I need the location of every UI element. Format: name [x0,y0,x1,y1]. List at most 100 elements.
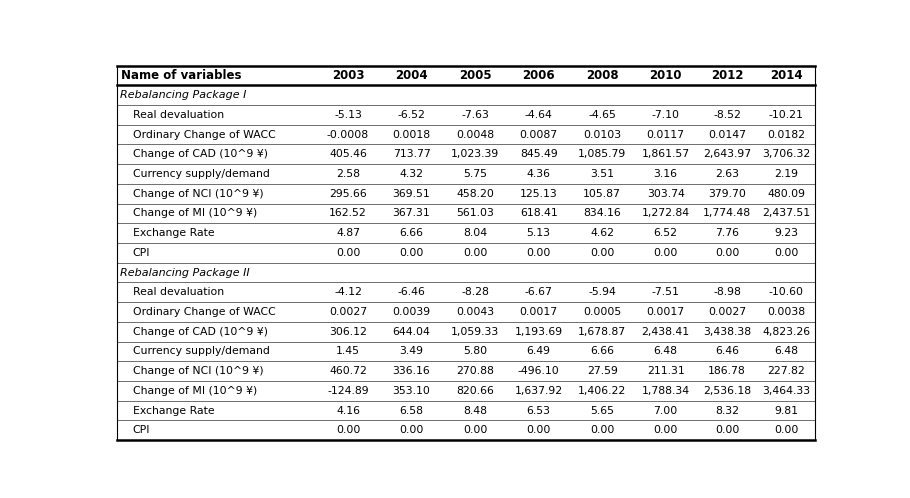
Text: 27.59: 27.59 [587,366,618,376]
Text: -7.63: -7.63 [461,110,489,120]
Text: 6.49: 6.49 [527,347,551,357]
Text: 1,193.69: 1,193.69 [514,327,562,337]
Text: Change of NCI (10^9 ¥): Change of NCI (10^9 ¥) [133,189,263,199]
Text: 0.0147: 0.0147 [708,129,746,139]
Text: 0.0039: 0.0039 [392,307,430,317]
Text: 4.62: 4.62 [591,228,614,238]
Text: 0.0017: 0.0017 [520,307,558,317]
Text: 9.81: 9.81 [774,405,798,415]
Text: 7.00: 7.00 [653,405,678,415]
Text: Change of CAD (10^9 ¥): Change of CAD (10^9 ¥) [133,327,268,337]
Text: 6.53: 6.53 [527,405,551,415]
Text: 8.32: 8.32 [715,405,739,415]
Text: 1,637.92: 1,637.92 [514,386,562,396]
Text: 405.46: 405.46 [329,149,367,159]
Text: 9.23: 9.23 [774,228,798,238]
Text: 2012: 2012 [711,69,743,82]
Text: 1,788.34: 1,788.34 [642,386,690,396]
Text: 0.00: 0.00 [336,425,360,435]
Text: 162.52: 162.52 [329,208,367,219]
Text: 2,643.97: 2,643.97 [703,149,752,159]
Text: Ordinary Change of WACC: Ordinary Change of WACC [133,307,276,317]
Text: 480.09: 480.09 [767,189,805,199]
Text: 0.00: 0.00 [399,425,424,435]
Text: Change of CAD (10^9 ¥): Change of CAD (10^9 ¥) [133,149,268,159]
Text: Change of NCI (10^9 ¥): Change of NCI (10^9 ¥) [133,366,263,376]
Text: -10.21: -10.21 [769,110,804,120]
Text: 6.52: 6.52 [653,228,678,238]
Text: 1,774.48: 1,774.48 [703,208,752,219]
Text: 5.75: 5.75 [463,169,487,179]
Text: 379.70: 379.70 [708,189,746,199]
Text: -6.52: -6.52 [398,110,426,120]
Text: 3,464.33: 3,464.33 [762,386,810,396]
Text: 1,678.87: 1,678.87 [578,327,626,337]
Text: 2003: 2003 [332,69,364,82]
Text: 460.72: 460.72 [329,366,367,376]
Text: 1,272.84: 1,272.84 [642,208,690,219]
Text: 5.65: 5.65 [591,405,614,415]
Text: 0.0017: 0.0017 [647,307,684,317]
Text: 105.87: 105.87 [583,189,622,199]
Text: 6.58: 6.58 [399,405,423,415]
Text: -0.0008: -0.0008 [327,129,369,139]
Text: -7.10: -7.10 [652,110,680,120]
Text: 1,861.57: 1,861.57 [642,149,690,159]
Text: 2.63: 2.63 [715,169,739,179]
Text: 644.04: 644.04 [392,327,430,337]
Text: 2,536.18: 2,536.18 [703,386,752,396]
Text: 6.66: 6.66 [399,228,423,238]
Text: 295.66: 295.66 [329,189,367,199]
Text: Rebalancing Package II: Rebalancing Package II [120,267,249,277]
Text: Name of variables: Name of variables [121,69,241,82]
Text: 4,823.26: 4,823.26 [762,327,810,337]
Text: 0.0103: 0.0103 [583,129,622,139]
Text: 1,406.22: 1,406.22 [578,386,626,396]
Text: 0.00: 0.00 [715,425,739,435]
Text: Change of MI (10^9 ¥): Change of MI (10^9 ¥) [133,386,257,396]
Text: 2004: 2004 [395,69,428,82]
Text: 2008: 2008 [586,69,619,82]
Text: 1,023.39: 1,023.39 [451,149,500,159]
Text: 8.48: 8.48 [463,405,487,415]
Text: 458.20: 458.20 [456,189,494,199]
Text: 2,437.51: 2,437.51 [762,208,810,219]
Text: 0.00: 0.00 [590,248,614,258]
Text: 0.00: 0.00 [715,248,739,258]
Text: 0.0043: 0.0043 [456,307,494,317]
Text: 820.66: 820.66 [456,386,494,396]
Text: -7.51: -7.51 [652,287,680,297]
Text: 0.00: 0.00 [399,248,424,258]
Text: Real devaluation: Real devaluation [133,110,224,120]
Text: -8.52: -8.52 [713,110,741,120]
Text: 211.31: 211.31 [647,366,684,376]
Text: 0.0038: 0.0038 [767,307,805,317]
Text: 2010: 2010 [650,69,682,82]
Text: 5.80: 5.80 [463,347,487,357]
Text: 845.49: 845.49 [520,149,558,159]
Text: 4.36: 4.36 [527,169,551,179]
Text: 227.82: 227.82 [767,366,805,376]
Text: 561.03: 561.03 [456,208,494,219]
Text: 336.16: 336.16 [393,366,430,376]
Text: Real devaluation: Real devaluation [133,287,224,297]
Text: 303.74: 303.74 [647,189,684,199]
Text: 4.32: 4.32 [399,169,423,179]
Text: Change of MI (10^9 ¥): Change of MI (10^9 ¥) [133,208,257,219]
Text: 2,438.41: 2,438.41 [642,327,690,337]
Text: 0.00: 0.00 [590,425,614,435]
Text: 1,059.33: 1,059.33 [451,327,500,337]
Text: -124.89: -124.89 [328,386,369,396]
Text: -496.10: -496.10 [518,366,560,376]
Text: 125.13: 125.13 [520,189,558,199]
Text: 0.0048: 0.0048 [456,129,494,139]
Text: 3,706.32: 3,706.32 [762,149,810,159]
Text: 0.00: 0.00 [527,425,551,435]
Text: -8.98: -8.98 [713,287,741,297]
Text: -6.46: -6.46 [398,287,426,297]
Text: Exchange Rate: Exchange Rate [133,228,215,238]
Text: 6.48: 6.48 [653,347,678,357]
Text: 369.51: 369.51 [393,189,430,199]
Text: 7.76: 7.76 [715,228,739,238]
Text: -4.65: -4.65 [588,110,616,120]
